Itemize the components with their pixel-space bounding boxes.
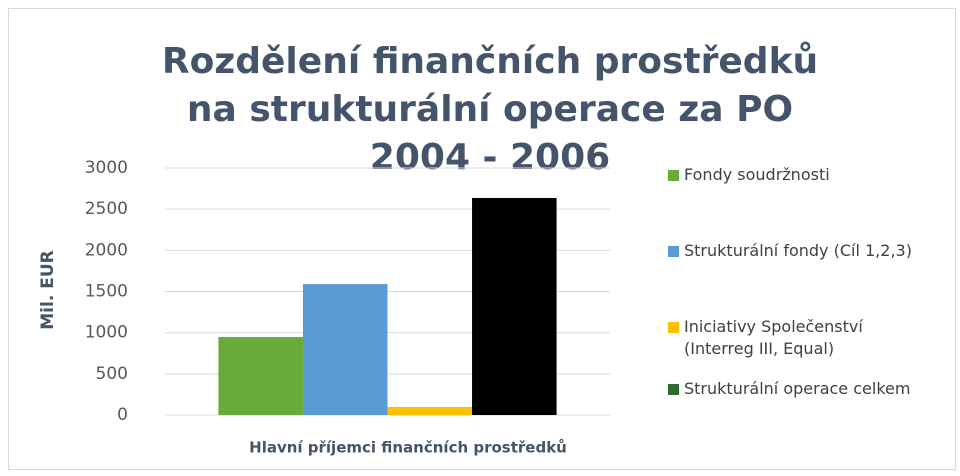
y-tick-label: 2500	[85, 199, 128, 219]
legend-item: Iniciativy Společenství (Interreg III, E…	[668, 316, 884, 360]
y-axis-title: Mil. EUR	[38, 250, 58, 329]
y-tick-label: 0	[117, 405, 128, 425]
y-tick-label: 1500	[85, 282, 128, 302]
bar	[387, 407, 473, 415]
bar	[218, 337, 303, 415]
legend-label: Strukturální fondy (Cíl 1,2,3)	[684, 241, 912, 260]
y-tick-label: 2000	[85, 240, 128, 260]
y-tick-label: 1000	[85, 323, 128, 343]
legend-label: Iniciativy Společenství (Interreg III, E…	[684, 317, 863, 358]
legend-item: Strukturální fondy (Cíl 1,2,3)	[668, 240, 912, 262]
bar	[472, 197, 557, 415]
chart-frame	[8, 8, 956, 470]
legend-item: Fondy soudržnosti	[668, 164, 830, 186]
legend-swatch	[668, 322, 679, 333]
legend-label: Fondy soudržnosti	[684, 165, 830, 184]
chart-title: Rozdělení finančních prostředků na struk…	[161, 41, 819, 178]
x-axis-title: Hlavní příjemci finančních prostředků	[249, 439, 567, 457]
legend-swatch	[668, 384, 679, 395]
legend-item: Strukturální operace celkem	[668, 378, 910, 400]
legend-swatch	[668, 170, 679, 181]
y-tick-label: 500	[96, 364, 128, 384]
legend-label: Strukturální operace celkem	[684, 379, 911, 398]
y-tick-label: 3000	[85, 158, 128, 178]
legend-swatch	[668, 246, 679, 257]
bar	[302, 284, 388, 415]
